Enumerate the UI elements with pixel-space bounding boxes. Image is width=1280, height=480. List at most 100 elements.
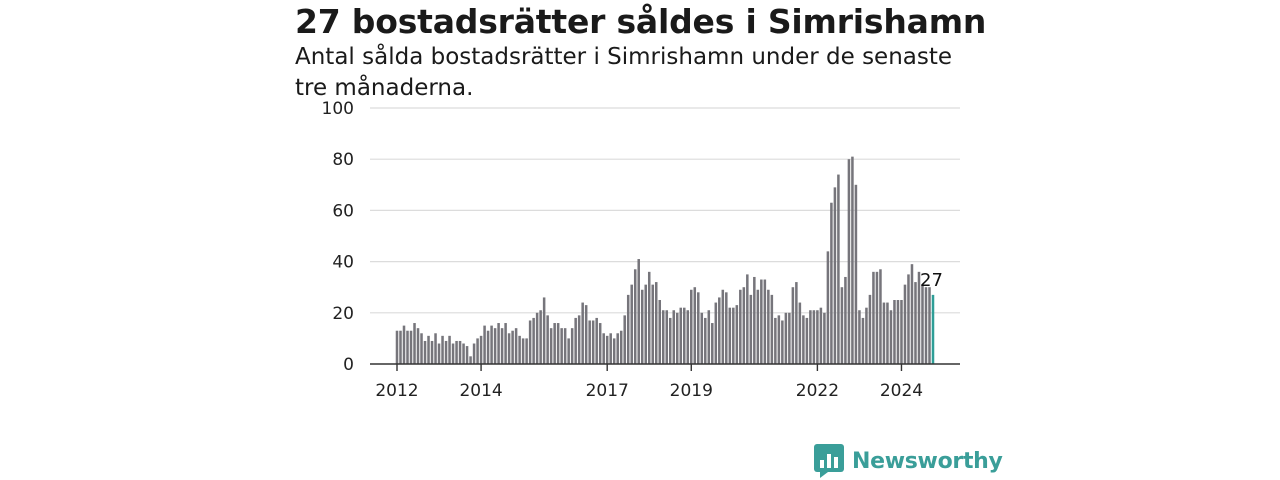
bar: [767, 289, 770, 364]
bar: [651, 284, 654, 364]
bar: [549, 328, 553, 364]
newsworthy-logo: Newsworthy: [814, 444, 1003, 478]
bar: [542, 297, 546, 364]
bar: [798, 302, 802, 364]
bar: [872, 271, 875, 364]
bar: [595, 317, 598, 364]
x-tick-label: 2012: [375, 381, 418, 401]
bar: [746, 274, 749, 364]
bar: [605, 335, 609, 364]
bar: [647, 271, 651, 364]
bar: [749, 294, 753, 364]
bar: [598, 323, 602, 364]
bar: [697, 292, 700, 364]
bar: [672, 310, 676, 364]
bar: [612, 338, 616, 364]
bar: [668, 317, 672, 364]
bar: [865, 307, 868, 364]
x-tick-label: 2022: [796, 381, 839, 401]
bar: [581, 302, 584, 364]
bar: [676, 312, 679, 364]
bar: [556, 323, 560, 364]
bar: [532, 317, 535, 364]
bar: [679, 307, 683, 364]
bar: [658, 300, 662, 364]
bar: [465, 346, 469, 364]
bar: [879, 269, 882, 364]
bar: [437, 343, 441, 364]
bar: [490, 325, 493, 364]
bar: [924, 287, 928, 364]
bar: [732, 307, 735, 364]
y-tick-label: 40: [332, 253, 354, 273]
y-tick-label: 0: [343, 355, 354, 375]
bar: [858, 310, 861, 364]
bar: [483, 325, 486, 364]
bar: [802, 315, 805, 364]
gridlines: [370, 107, 960, 314]
bar: [609, 333, 612, 364]
x-tick-label: 2014: [459, 381, 502, 401]
bar: [917, 271, 921, 364]
bar: [644, 284, 647, 364]
logo-text: Newsworthy: [852, 448, 1003, 474]
bar: [896, 300, 900, 364]
bar: [619, 330, 623, 364]
bar: [462, 343, 465, 364]
bar: [770, 294, 774, 364]
bar: [567, 338, 570, 364]
bar: [893, 300, 896, 364]
bar: [640, 289, 644, 364]
bar: [486, 330, 490, 364]
bar: [742, 287, 746, 364]
bar: [819, 307, 823, 364]
bar: [840, 287, 844, 364]
bar: [514, 328, 518, 364]
bar: [753, 276, 756, 364]
newsworthy-bar-chart-icon: [814, 444, 844, 478]
bar: [626, 294, 630, 364]
bar: [921, 284, 924, 364]
bar: [563, 328, 567, 364]
bar: [833, 187, 837, 364]
bar: [504, 323, 507, 364]
bar: [588, 320, 591, 364]
bar: [875, 271, 879, 364]
bar: [739, 289, 742, 364]
bar: [476, 338, 479, 364]
bar: [830, 202, 833, 364]
bar-latest: [931, 294, 935, 364]
bar: [844, 276, 847, 364]
bar: [886, 302, 889, 364]
bar: [777, 315, 781, 364]
bar: [553, 323, 556, 364]
bar: [402, 325, 406, 364]
bar: [823, 312, 826, 364]
x-tick-label: 2024: [880, 381, 923, 401]
bar: [539, 310, 542, 364]
bar: [434, 333, 437, 364]
bar: [721, 289, 725, 364]
y-tick-label: 20: [332, 304, 354, 324]
bar: [882, 302, 886, 364]
bar: [812, 310, 816, 364]
bar: [711, 323, 714, 364]
bar: [704, 317, 707, 364]
bar: [854, 184, 858, 364]
bar: [718, 297, 721, 364]
bar: [851, 156, 854, 364]
bar: [451, 343, 455, 364]
bar: [518, 335, 521, 364]
bar: [690, 289, 693, 364]
bar: [497, 323, 500, 364]
bar: [700, 312, 704, 364]
bar: [637, 259, 640, 364]
bar: [623, 315, 626, 364]
y-tick-label: 60: [332, 201, 354, 221]
bar: [763, 279, 767, 364]
bar: [546, 315, 549, 364]
bar: [427, 335, 430, 364]
bar: [511, 330, 514, 364]
annotations: 27: [920, 270, 943, 291]
bar: [528, 320, 532, 364]
